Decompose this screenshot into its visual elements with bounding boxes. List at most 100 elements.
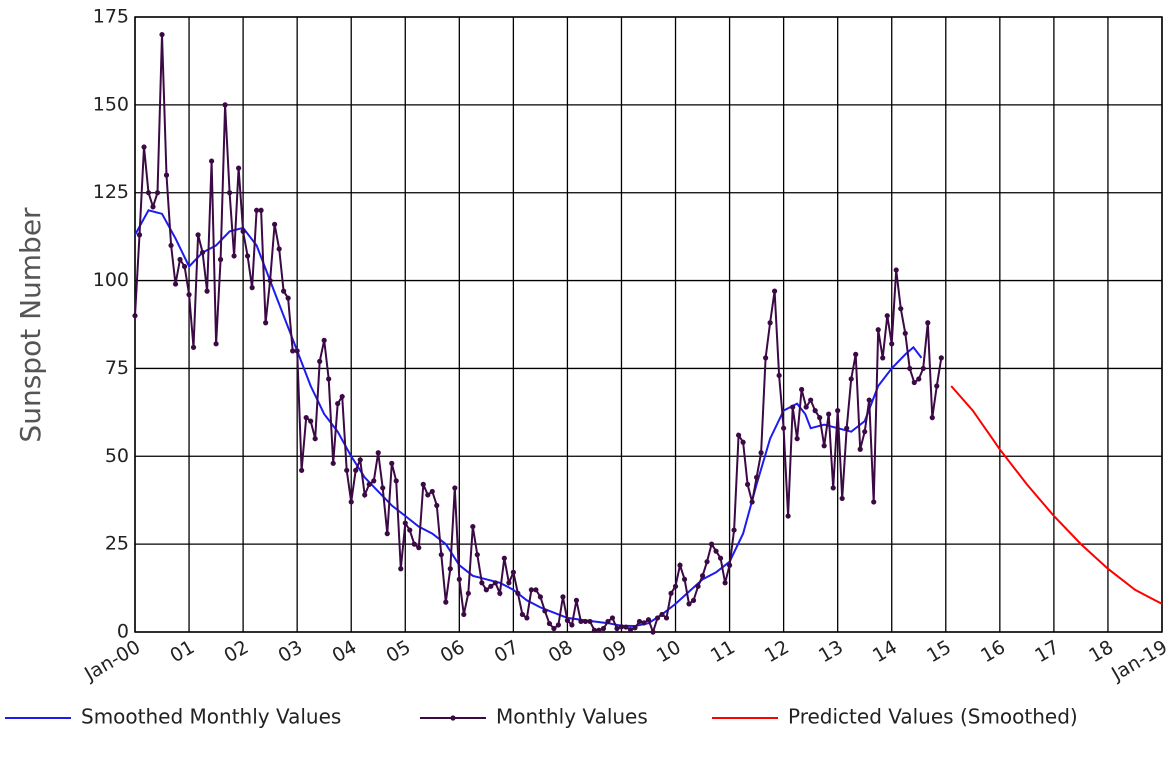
data-point — [447, 566, 453, 572]
x-tick-label: 09 — [599, 636, 631, 667]
data-point — [578, 618, 584, 625]
data-point — [199, 249, 206, 256]
data-point — [222, 102, 228, 108]
x-tick-label: 07 — [491, 636, 523, 667]
data-point — [704, 559, 710, 565]
data-point — [249, 285, 255, 291]
data-point — [699, 573, 706, 579]
legend-marker — [450, 715, 456, 721]
data-point — [226, 190, 233, 196]
data-point — [308, 418, 314, 424]
x-tick-label: 04 — [329, 636, 361, 667]
data-point — [817, 415, 823, 421]
data-point — [375, 450, 381, 456]
data-point — [204, 288, 210, 294]
data-point — [416, 545, 422, 551]
data-point — [195, 232, 201, 238]
data-point — [258, 207, 264, 213]
x-tick-label: 06 — [437, 636, 469, 667]
data-point — [623, 624, 629, 630]
data-point — [569, 622, 575, 628]
y-tick-label: 125 — [93, 181, 129, 203]
data-point — [898, 306, 904, 312]
series-line — [950, 385, 1163, 605]
data-point — [641, 620, 647, 626]
legend-label: Predicted Values (Smoothed) — [788, 705, 1078, 729]
data-point — [163, 172, 170, 178]
data-point — [636, 618, 643, 625]
data-point — [686, 601, 692, 607]
data-point — [479, 580, 485, 586]
data-point — [785, 513, 791, 519]
data-point — [438, 552, 444, 558]
data-point — [236, 165, 242, 171]
data-point — [366, 481, 372, 487]
data-point — [168, 242, 174, 249]
data-point — [321, 337, 327, 343]
data-point — [217, 256, 224, 263]
data-point — [362, 492, 368, 498]
data-point — [907, 365, 913, 372]
data-point — [254, 207, 260, 213]
data-point — [353, 467, 359, 473]
data-point — [600, 625, 607, 632]
data-point — [934, 383, 940, 389]
data-point — [519, 611, 525, 618]
data-point — [889, 341, 895, 347]
data-point — [371, 478, 377, 484]
x-tick-label: 14 — [869, 636, 901, 667]
data-point — [510, 569, 516, 575]
data-point — [736, 432, 742, 438]
data-point — [925, 320, 931, 326]
data-point — [425, 492, 431, 498]
x-tick-label: 17 — [1031, 636, 1063, 667]
data-point — [240, 228, 246, 234]
data-point — [902, 330, 908, 336]
data-point — [564, 617, 571, 624]
data-point — [744, 481, 751, 487]
data-point — [542, 608, 548, 614]
data-point — [708, 541, 715, 547]
data-point — [339, 393, 345, 400]
data-point — [497, 590, 503, 596]
data-point — [380, 485, 386, 491]
data-point — [190, 344, 197, 350]
data-point — [582, 618, 589, 625]
x-tick-label: 11 — [707, 636, 739, 667]
data-point — [312, 436, 318, 442]
data-point — [754, 474, 760, 480]
data-point — [267, 277, 273, 284]
data-point — [276, 246, 282, 252]
x-tick-label: 01 — [166, 636, 198, 667]
data-point — [663, 615, 670, 621]
data-point — [560, 594, 566, 600]
data-point — [790, 404, 796, 410]
data-point — [384, 531, 390, 537]
data-point — [812, 408, 818, 414]
legend-label: Smoothed Monthly Values — [81, 705, 341, 729]
data-point — [456, 576, 462, 582]
data-point — [470, 523, 476, 530]
x-tick-label: 13 — [815, 636, 847, 667]
data-point — [713, 548, 719, 554]
data-point — [348, 499, 354, 505]
data-point — [632, 625, 638, 631]
data-point — [799, 386, 805, 393]
data-point — [515, 590, 521, 596]
data-point — [772, 288, 778, 294]
data-point — [186, 292, 192, 298]
data-point — [132, 313, 138, 319]
data-point — [920, 365, 926, 372]
x-tick-label: Jan-19 — [1107, 636, 1169, 686]
data-point — [420, 481, 426, 487]
data-point — [357, 457, 363, 463]
data-point — [181, 263, 188, 270]
data-point — [150, 204, 156, 210]
data-point — [614, 625, 620, 632]
y-tick-label: 150 — [93, 93, 129, 115]
data-point — [330, 460, 336, 466]
data-point — [654, 615, 661, 621]
data-point — [285, 295, 291, 301]
data-point — [794, 436, 800, 442]
